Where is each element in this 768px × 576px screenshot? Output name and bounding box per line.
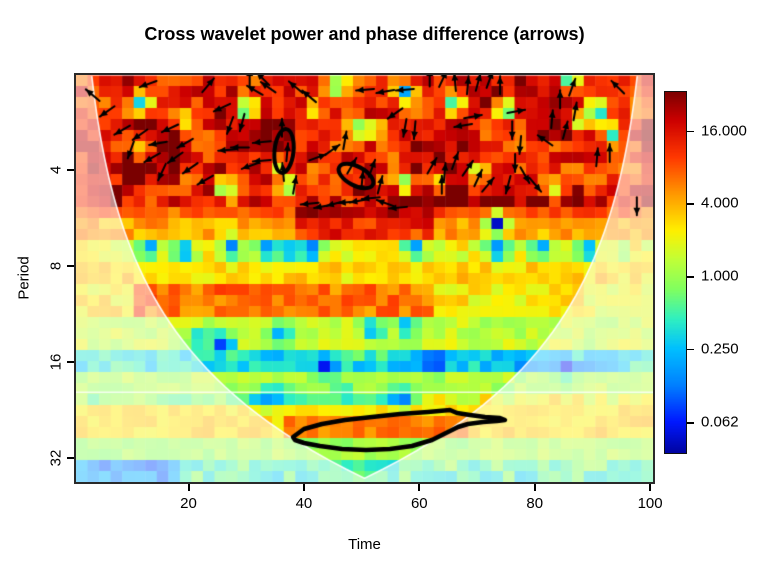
colorbar-tick-mark	[687, 422, 694, 424]
x-tick-label: 100	[637, 495, 663, 512]
y-axis-title: Period	[15, 256, 33, 300]
x-tick-label: 40	[295, 495, 313, 512]
y-tick-label: 4	[47, 165, 65, 175]
x-tick-label: 60	[410, 495, 428, 512]
colorbar-tick-label: 1.000	[701, 267, 739, 285]
colorbar-tick-label: 4.000	[701, 194, 739, 212]
chart-title: Cross wavelet power and phase difference…	[144, 24, 585, 44]
y-tick-label: 8	[47, 261, 65, 271]
x-tick-label: 20	[180, 495, 197, 512]
colorbar-tick-mark	[687, 203, 694, 205]
y-tick-mark	[67, 265, 74, 267]
x-tick-mark	[533, 484, 536, 491]
x-tick-label: 80	[526, 495, 544, 512]
y-tick-mark	[67, 361, 74, 363]
colorbar-tick-label: 0.250	[701, 340, 739, 358]
x-tick-mark	[418, 484, 421, 491]
x-tick-mark	[187, 484, 190, 491]
x-tick-mark	[649, 484, 652, 491]
colorbar-tick-label: 0.062	[701, 413, 739, 431]
y-tick-mark	[67, 169, 74, 171]
colorbar-tick-mark	[687, 276, 694, 278]
colorbar-tick-label: 16.000	[701, 122, 747, 140]
y-tick-label: 16	[47, 353, 65, 371]
heatmap-canvas	[76, 75, 653, 482]
colorbar-canvas	[665, 92, 686, 453]
y-tick-label: 32	[47, 449, 65, 467]
colorbar-tick-mark	[687, 348, 694, 351]
x-tick-mark	[302, 484, 305, 491]
y-tick-mark	[67, 457, 74, 459]
colorbar-frame	[664, 91, 687, 454]
x-axis-title: Time	[348, 536, 381, 553]
plot-frame	[74, 73, 655, 484]
colorbar-tick-mark	[687, 130, 694, 133]
